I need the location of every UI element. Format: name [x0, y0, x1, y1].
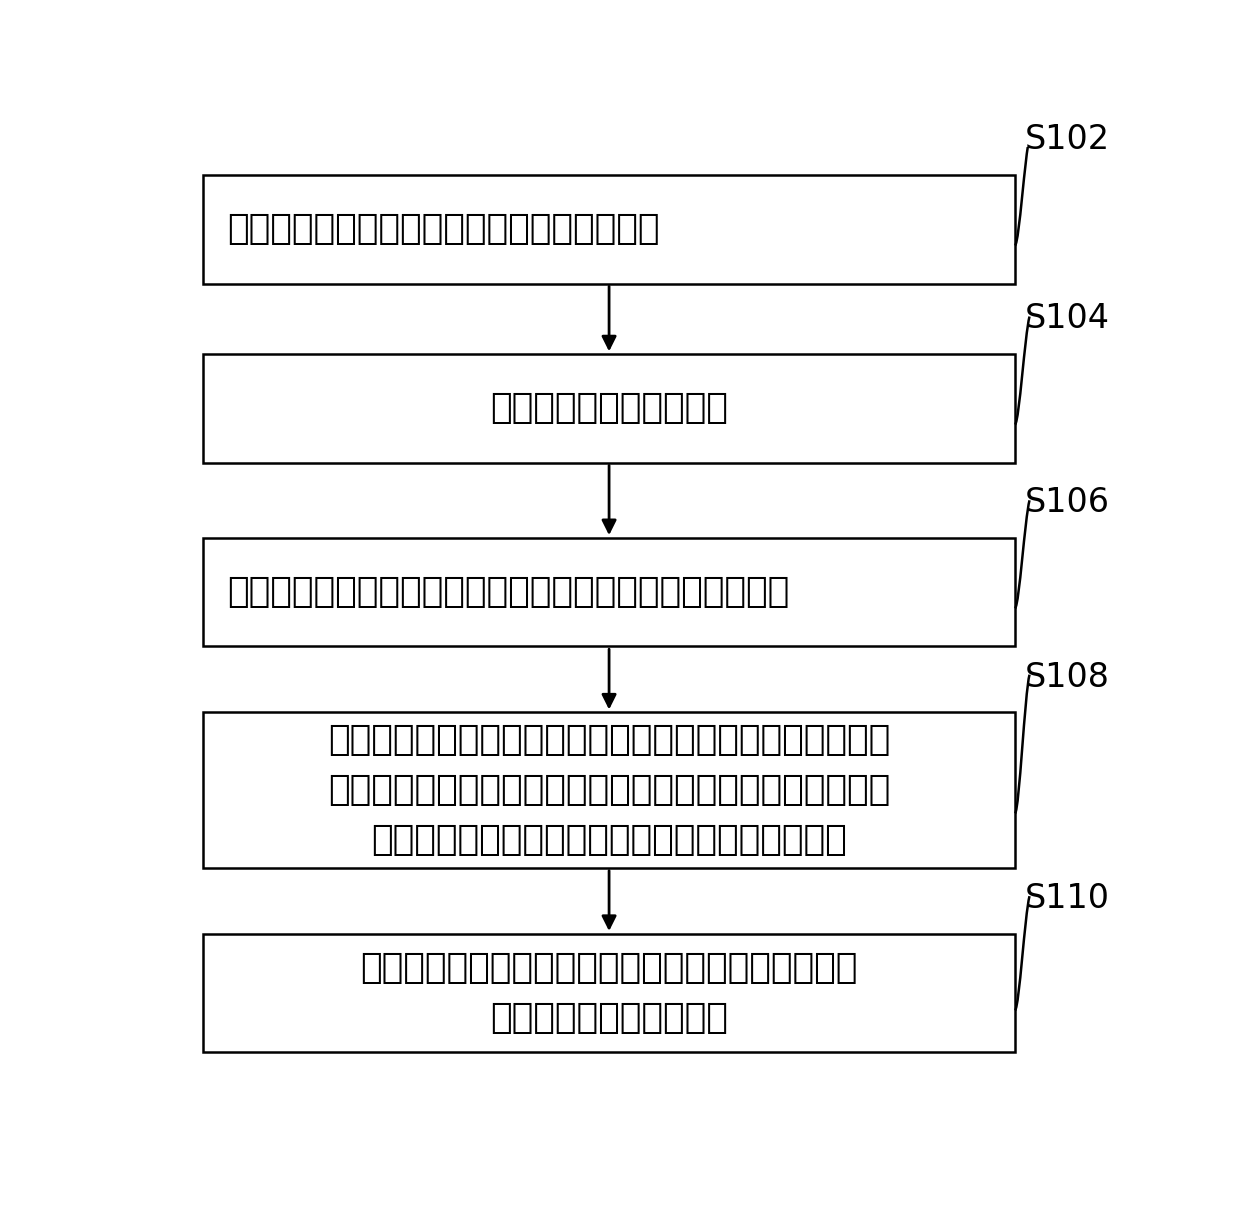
- Bar: [203, 539, 1016, 646]
- Text: 根据距离门获取训练样本: 根据距离门获取训练样本: [490, 392, 728, 426]
- Text: S102: S102: [1024, 124, 1110, 157]
- Text: 利用杂波空时谱对距离门中的杂波分量以及噪声分量
进行消除，得到目标分量: 利用杂波空时谱对距离门中的杂波分量以及噪声分量 进行消除，得到目标分量: [361, 951, 858, 1034]
- Text: 利用预设算法对联合稀疏矩阵恢复模型进行计算，得到杂波
空时谱，其中预设算法的输入参数包括：训练样本矩阵、时
域稀疏字典、空域稀疏字典以及预设最大迭代次数: 利用预设算法对联合稀疏矩阵恢复模型进行计算，得到杂波 空时谱，其中预设算法的输入…: [327, 723, 890, 857]
- Bar: [203, 712, 1016, 868]
- Text: S106: S106: [1024, 486, 1110, 519]
- Text: S104: S104: [1024, 302, 1110, 335]
- Text: S110: S110: [1024, 883, 1110, 916]
- Text: S108: S108: [1024, 661, 1110, 694]
- Text: 对机载无源雷达信号进行预处理，得到距离门: 对机载无源雷达信号进行预处理，得到距离门: [227, 212, 660, 246]
- Text: 根据训练样本建立基于杂波稀疏性的联合稀疏矩阵恢复模型: 根据训练样本建立基于杂波稀疏性的联合稀疏矩阵恢复模型: [227, 575, 790, 610]
- Bar: [203, 354, 1016, 463]
- Bar: [203, 934, 1016, 1051]
- Bar: [203, 175, 1016, 284]
